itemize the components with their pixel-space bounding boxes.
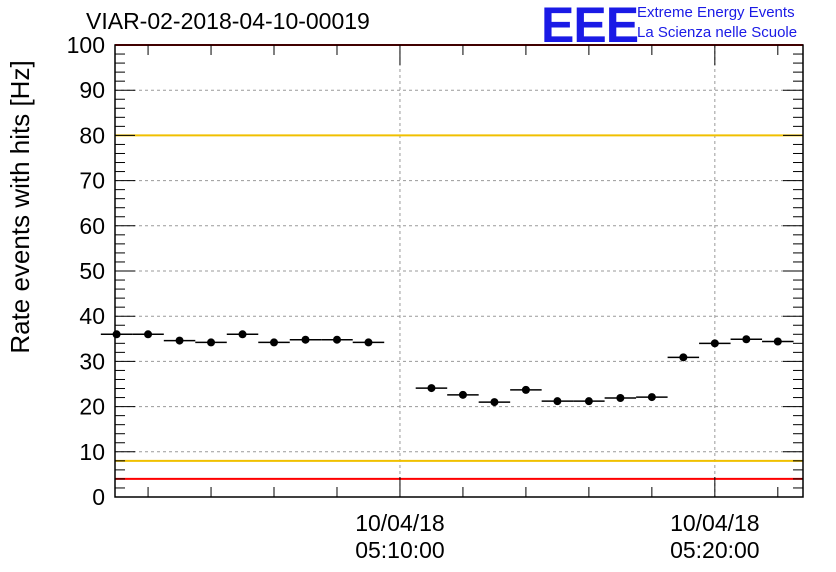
grid-lines [115,45,803,497]
plot-frame [114,44,804,498]
x-tick-label-date: 10/04/18 [670,510,760,536]
logo-line-2: La Scienza nelle Scuole [637,24,798,41]
data-point [553,397,562,406]
data-point [207,338,216,347]
data-point [144,330,153,339]
data-point [584,397,593,406]
data-point [238,330,247,339]
y-tick-label: 60 [79,213,105,239]
x-tick-label-date: 10/04/18 [355,510,445,536]
y-tick-label: 40 [79,303,105,329]
data-point [616,394,625,403]
y-tick-labels: 0 10 20 30 40 50 60 70 80 90 100 [67,32,105,510]
data-point [427,384,436,393]
y-axis-label: Rate events with hits [Hz] [5,60,35,353]
logo-line-1: Extreme Energy Events [637,4,795,21]
data-point [490,398,499,407]
data-point [301,335,310,344]
chart-title: VIAR-02-2018-04-10-00019 [86,8,370,34]
data-series [100,330,794,407]
y-tick-label: 80 [79,122,105,148]
logo-caption: Extreme Energy Events La Scienza nelle S… [637,3,797,43]
data-point [332,335,341,344]
y-tick-label: 90 [79,77,105,103]
data-point [112,330,121,339]
y-tick-label: 100 [67,32,105,58]
data-point [773,337,782,346]
data-point [679,353,688,362]
data-point [742,335,751,344]
y-tick-label: 0 [92,484,105,510]
data-point [175,336,184,345]
y-tick-label: 10 [79,439,105,465]
x-tick-label-time: 05:10:00 [355,537,445,563]
data-point [647,393,656,402]
data-point [458,390,467,399]
y-tick-label: 20 [79,394,105,420]
x-tick-label-time: 05:20:00 [670,537,760,563]
eee-logo: EEE [541,0,639,53]
data-point [364,338,373,347]
data-point [710,339,719,348]
reference-lines [115,44,803,480]
y-tick-label: 70 [79,168,105,194]
data-point [270,338,279,347]
data-point [521,385,530,394]
y-tick-label: 30 [79,348,105,374]
y-tick-label: 50 [79,258,105,284]
